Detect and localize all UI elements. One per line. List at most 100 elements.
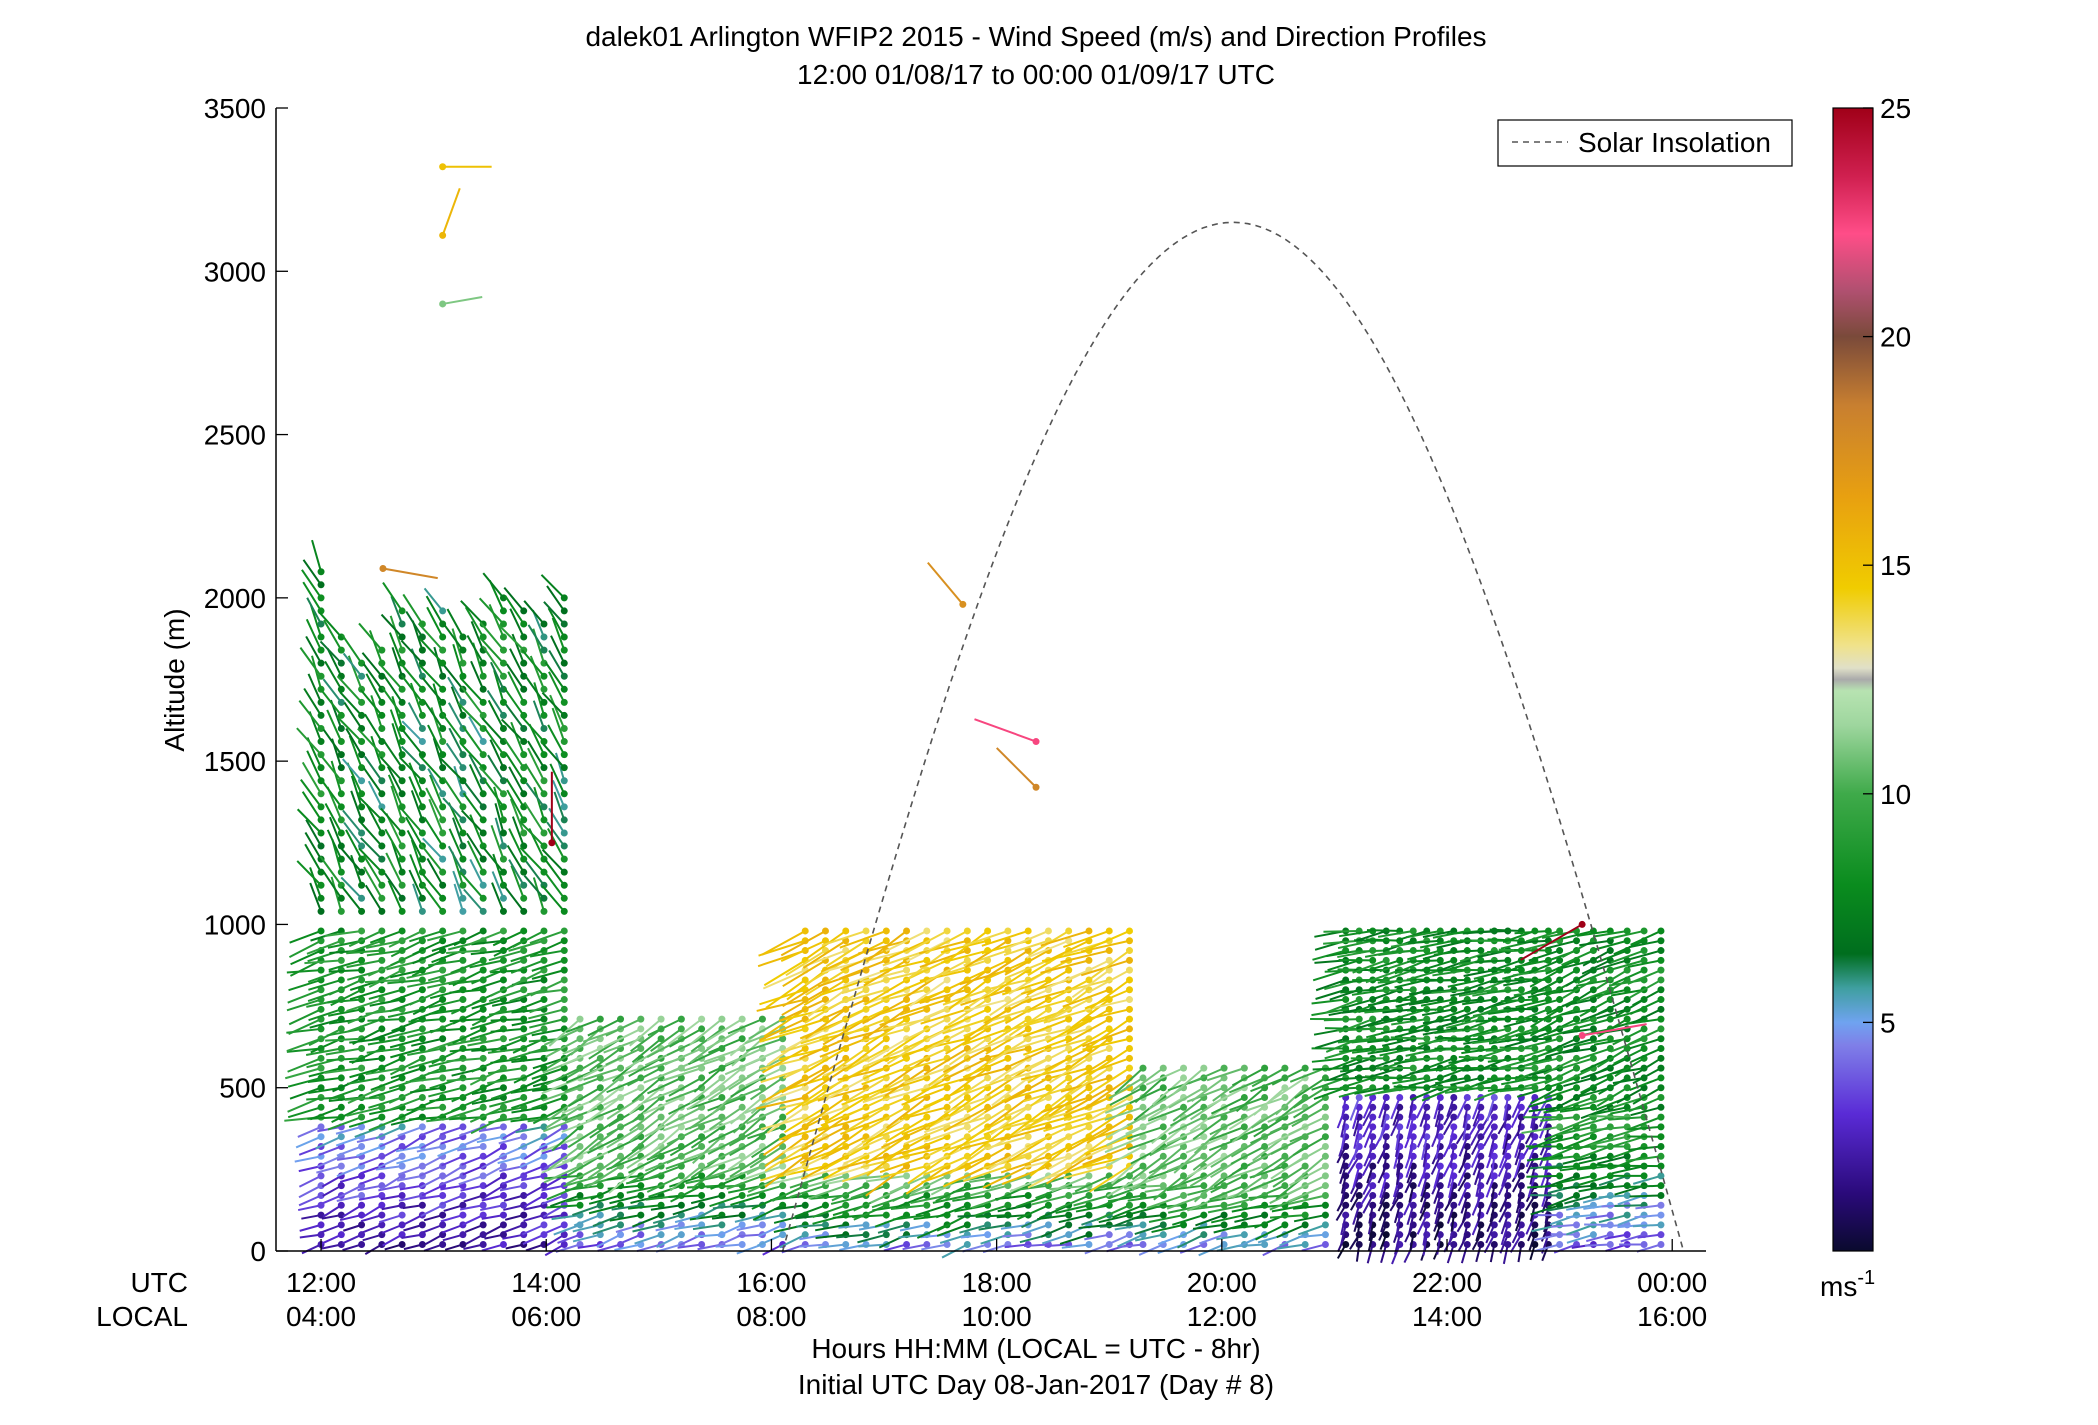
wind-point bbox=[560, 947, 568, 955]
wind-barb bbox=[781, 1067, 826, 1094]
wind-barb bbox=[369, 1106, 403, 1116]
wind-point bbox=[439, 1035, 447, 1043]
wind-point bbox=[520, 1191, 528, 1199]
wind-point bbox=[698, 1191, 706, 1199]
wind-barb bbox=[294, 1155, 322, 1163]
wind-barb bbox=[524, 1184, 545, 1198]
wind-point bbox=[378, 1025, 386, 1033]
wind-barb bbox=[494, 817, 505, 847]
wind-barb bbox=[540, 574, 565, 599]
wind-barb bbox=[298, 1165, 322, 1173]
wind-point bbox=[963, 927, 971, 935]
wind-point bbox=[520, 1123, 528, 1131]
wind-point bbox=[439, 976, 447, 984]
wind-point bbox=[540, 907, 548, 915]
wind-point bbox=[1606, 947, 1614, 955]
wind-point bbox=[1369, 1113, 1377, 1121]
wind-barb bbox=[1550, 1233, 1577, 1236]
wind-barb bbox=[587, 1135, 621, 1154]
chart-title: dalek01 Arlington WFIP2 2015 - Wind Spee… bbox=[585, 21, 1486, 52]
wind-point bbox=[1139, 1221, 1147, 1229]
wind-barb bbox=[398, 1194, 423, 1202]
wind-point bbox=[378, 698, 386, 706]
wind-barb bbox=[629, 1106, 662, 1132]
wind-barb bbox=[647, 1018, 682, 1037]
wind-point bbox=[677, 1172, 685, 1180]
wind-barb bbox=[492, 930, 525, 947]
wind-point bbox=[1369, 1182, 1377, 1190]
wind-barb bbox=[508, 766, 525, 795]
wind-barb bbox=[586, 1096, 622, 1123]
wind-point bbox=[1240, 1211, 1248, 1219]
wind-barb bbox=[694, 1233, 722, 1238]
wind-point bbox=[698, 1074, 706, 1082]
wind-barb bbox=[550, 635, 566, 664]
wind-point bbox=[378, 790, 386, 798]
wind-point bbox=[398, 1240, 406, 1248]
wind-point bbox=[358, 790, 366, 798]
wind-barb bbox=[464, 606, 485, 638]
wind-barb bbox=[666, 1037, 703, 1056]
wind-point bbox=[560, 607, 568, 615]
wind-barb bbox=[350, 775, 363, 808]
wind-point bbox=[378, 711, 386, 719]
wind-point bbox=[520, 1094, 528, 1102]
wind-barb bbox=[630, 1194, 662, 1204]
wind-barb bbox=[784, 1106, 826, 1134]
wind-barb bbox=[320, 779, 343, 808]
wind-point bbox=[378, 1152, 386, 1160]
wind-barb bbox=[348, 930, 383, 948]
wind-point bbox=[758, 1221, 766, 1229]
wind-barb bbox=[745, 1067, 784, 1087]
wind-barb bbox=[759, 1057, 806, 1071]
wind-point bbox=[1281, 1182, 1289, 1190]
wind-barb bbox=[557, 1233, 581, 1244]
wind-point bbox=[337, 1045, 345, 1053]
wind-point bbox=[1573, 1113, 1581, 1121]
wind-point bbox=[1321, 1142, 1329, 1150]
wind-point bbox=[499, 777, 507, 785]
wind-barb bbox=[596, 1233, 622, 1248]
wind-point bbox=[418, 1221, 426, 1229]
wind-point bbox=[358, 803, 366, 811]
wind-point bbox=[1159, 1231, 1167, 1239]
wind-point bbox=[984, 1074, 992, 1082]
wind-point bbox=[617, 1064, 625, 1072]
wind-point bbox=[337, 738, 345, 746]
wind-barb bbox=[493, 786, 505, 821]
wind-barb bbox=[462, 1165, 484, 1176]
wind-barb bbox=[419, 1165, 444, 1177]
wind-point bbox=[657, 1113, 665, 1121]
wind-point bbox=[337, 751, 345, 759]
wind-barb bbox=[505, 703, 525, 730]
wind-point bbox=[698, 1045, 706, 1053]
wind-point bbox=[337, 685, 345, 693]
wind-point bbox=[1657, 1231, 1665, 1239]
wind-point bbox=[540, 1123, 548, 1131]
wind-point bbox=[520, 816, 528, 824]
wind-barb bbox=[326, 1057, 362, 1062]
wind-point bbox=[520, 672, 528, 680]
wind-barb bbox=[724, 1047, 763, 1066]
wind-barb bbox=[510, 1116, 545, 1123]
wind-barb bbox=[470, 949, 504, 956]
wind-barb bbox=[382, 1233, 403, 1247]
wind-point bbox=[317, 672, 325, 680]
wind-point bbox=[337, 790, 345, 798]
wind-barb bbox=[410, 1008, 443, 1022]
wind-point bbox=[337, 1231, 345, 1239]
wind-point bbox=[499, 855, 507, 863]
wind-barb bbox=[491, 882, 505, 912]
wind-point bbox=[540, 764, 548, 772]
wind-barb bbox=[717, 1223, 743, 1238]
wind-barb bbox=[727, 1184, 763, 1194]
wind-point bbox=[1261, 1064, 1269, 1072]
wind-barb bbox=[309, 1018, 342, 1029]
wind-barb bbox=[364, 978, 403, 984]
wind-point bbox=[560, 907, 568, 915]
wind-barb bbox=[746, 1106, 784, 1125]
wind-barb bbox=[328, 979, 362, 996]
wind-barb bbox=[363, 767, 383, 795]
wind-barb bbox=[342, 809, 363, 834]
wind-point bbox=[479, 1182, 487, 1190]
